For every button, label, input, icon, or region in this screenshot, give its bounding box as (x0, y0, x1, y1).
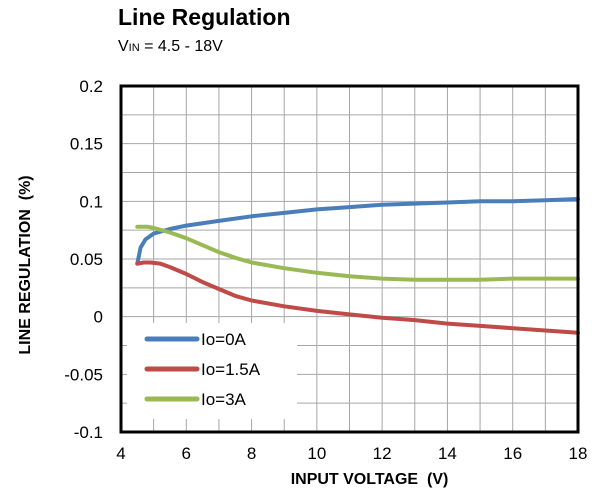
y-tick-label: 0.1 (79, 192, 103, 211)
x-tick-label: 12 (373, 444, 392, 463)
x-tick-label: 6 (182, 444, 191, 463)
y-tick-label: -0.1 (74, 423, 103, 442)
series-lines (135, 197, 580, 335)
x-tick-label: 8 (247, 444, 256, 463)
x-axis-label: INPUT VOLTAGE (V) (291, 471, 449, 488)
x-tick-label: 14 (438, 444, 457, 463)
y-tick-label: -0.05 (64, 365, 103, 384)
x-tick-label: 18 (569, 444, 588, 463)
y-tick-label: 0.2 (79, 77, 103, 96)
x-tick-label: 4 (116, 444, 125, 463)
series-line-3 (135, 224, 580, 282)
y-tick-label: 0.15 (70, 135, 103, 154)
x-tick-label: 16 (503, 444, 522, 463)
y-axis-ticks: -0.1 -0.05 0 0.05 0.1 0.15 0.2 (64, 77, 103, 442)
subtitle-subscript: IN (128, 42, 140, 54)
series-line-1 (135, 197, 580, 266)
y-axis-label: LINE REGULATION (%) (17, 175, 34, 354)
y-tick-label: 0 (94, 308, 103, 327)
y-tick-label: 0.05 (70, 250, 103, 269)
subtitle-prefix: V (118, 38, 129, 55)
x-tick-label: 10 (307, 444, 326, 463)
plot-area-frame (119, 84, 580, 434)
subtitle-rest: = 4.5 - 18V (139, 38, 223, 55)
legend-label-2: Io=1.5A (201, 360, 261, 379)
chart-subtitle: VIN = 4.5 - 18V (118, 38, 223, 56)
chart-title: Line Regulation (118, 4, 291, 30)
series-line-2 (135, 260, 580, 335)
legend: Io=0A Io=1.5A Io=3A (127, 323, 297, 419)
legend-label-3: Io=3A (201, 390, 247, 409)
grid-lines (121, 86, 578, 432)
x-axis-ticks: 4 6 8 10 12 14 16 18 (116, 444, 587, 463)
legend-label-1: Io=0A (201, 330, 247, 349)
